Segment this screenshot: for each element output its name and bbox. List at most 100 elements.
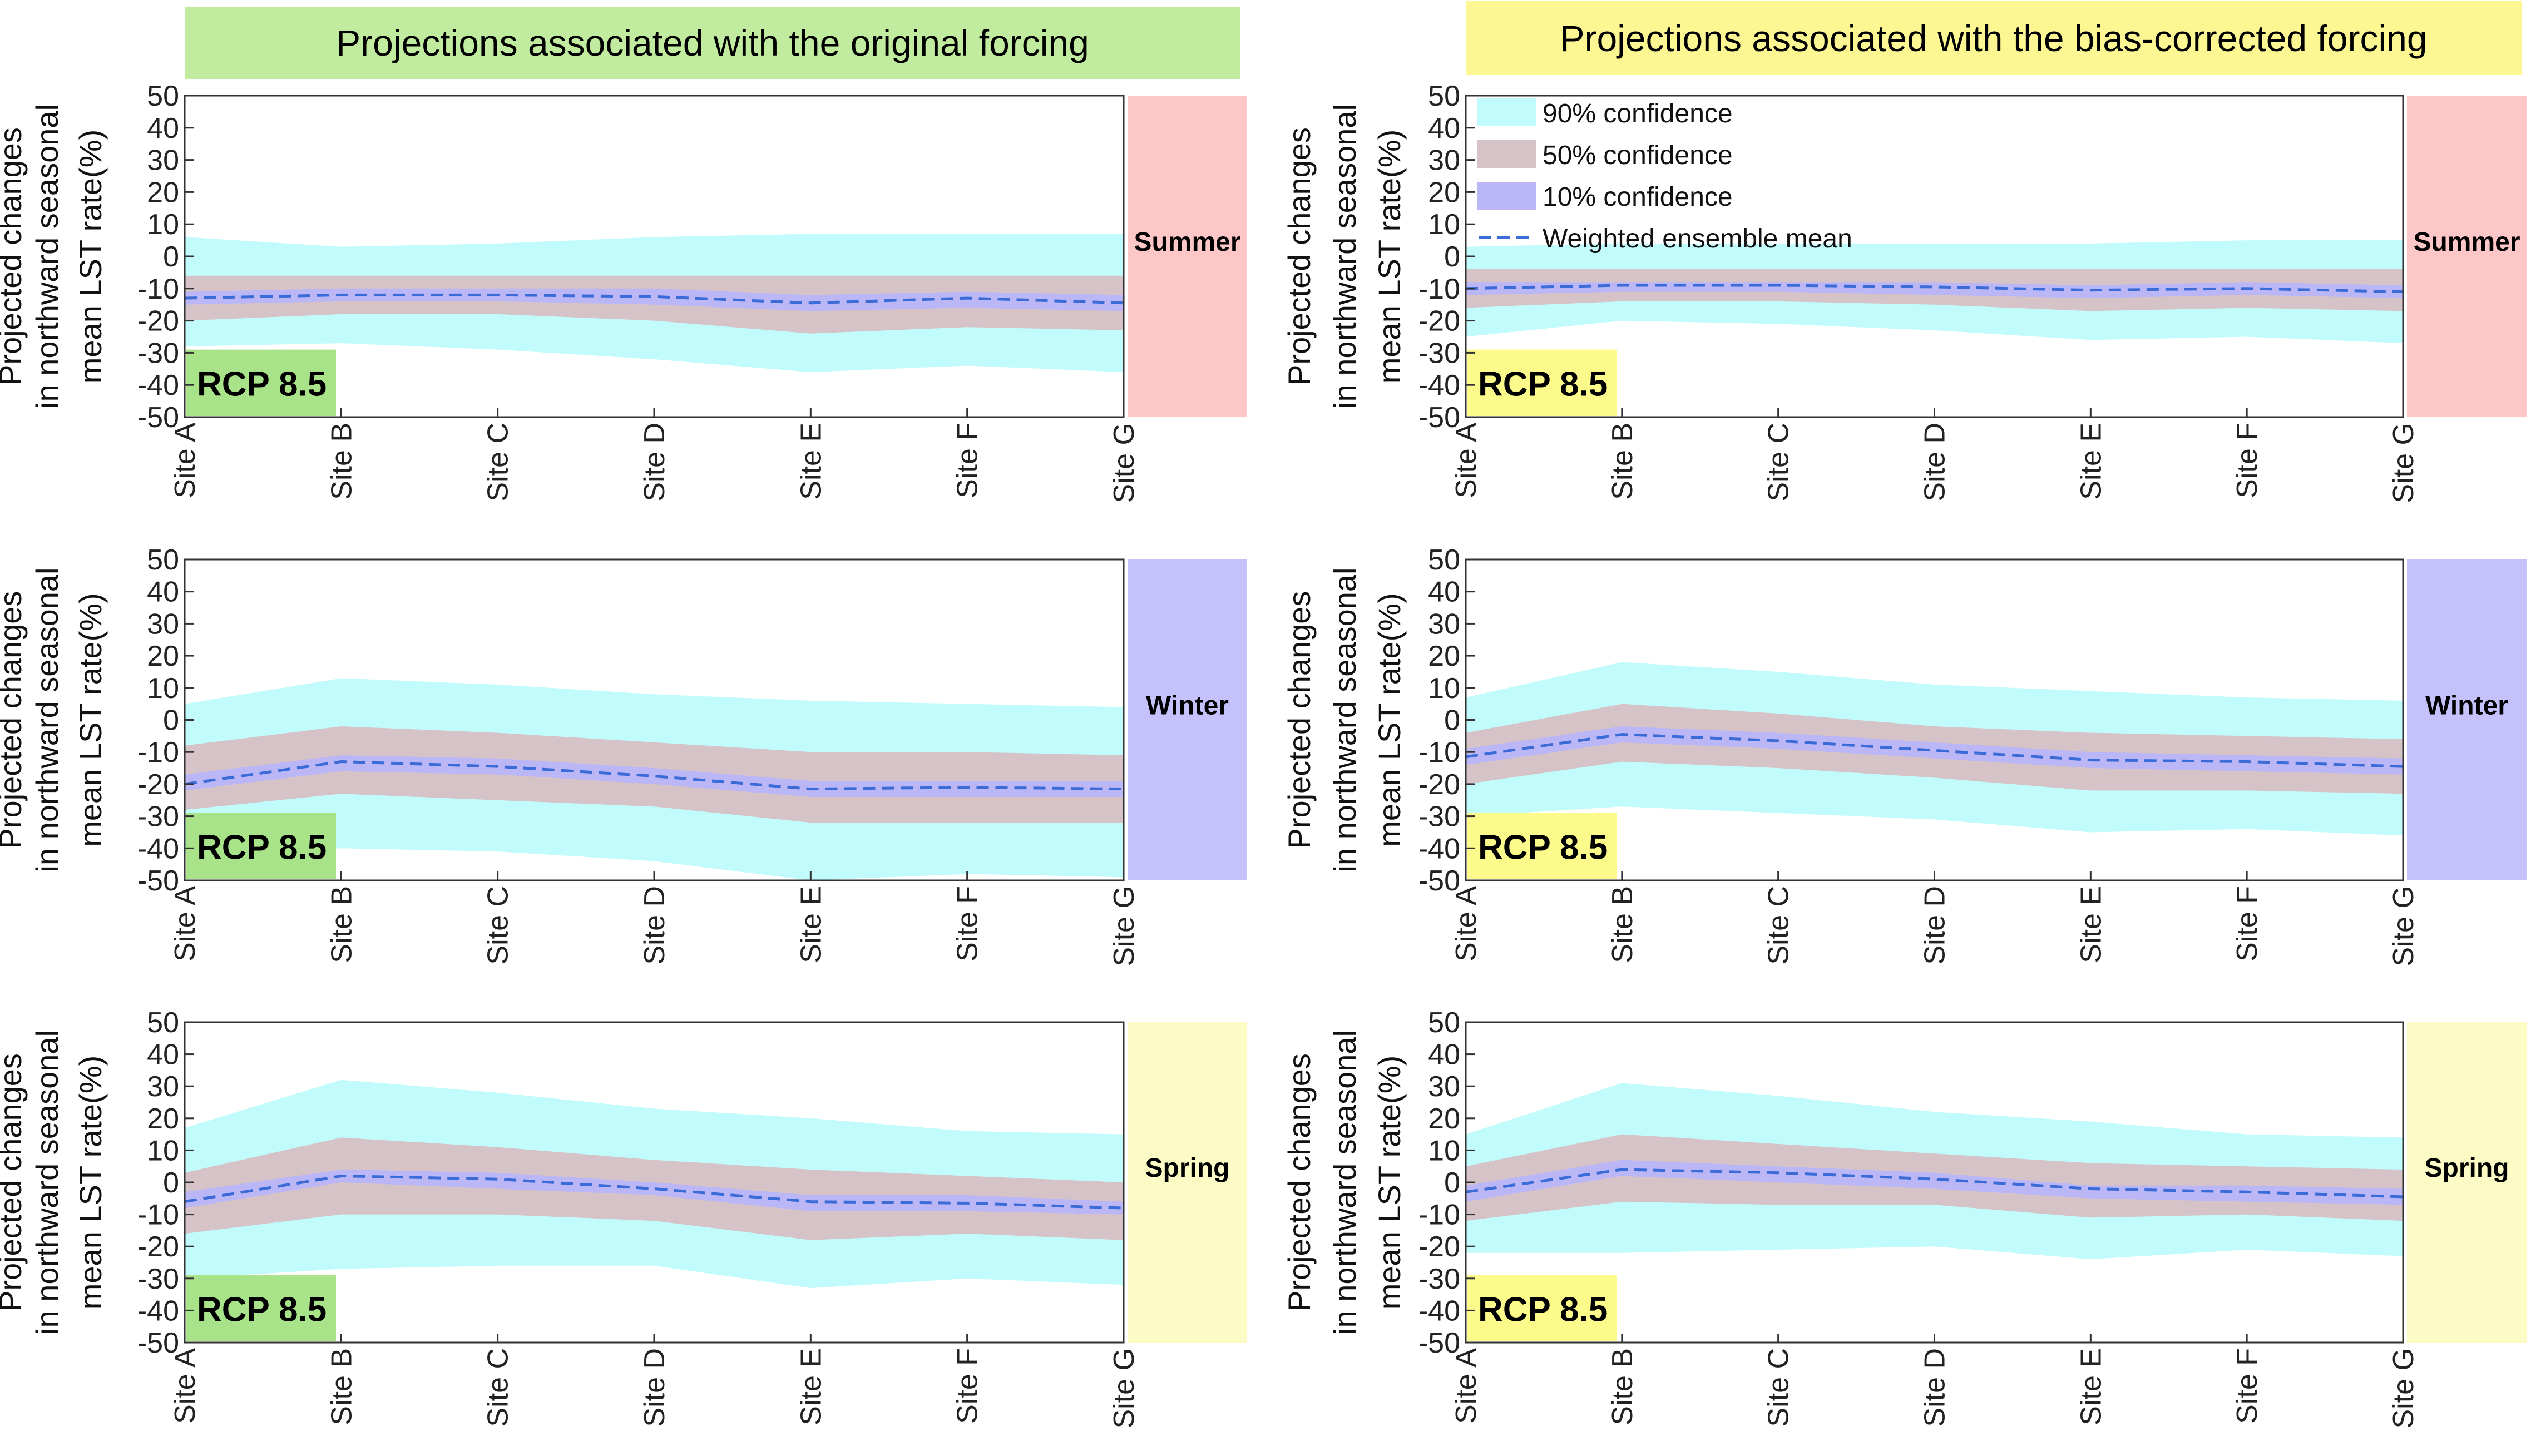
- orig-summer-season-panel: [1128, 96, 1247, 417]
- orig-winter-band-10: [185, 755, 1124, 797]
- orig-spring-xtick-label: Site D: [639, 1348, 671, 1427]
- bias-spring-ylabel-line: mean LST rate(%): [1372, 1056, 1407, 1309]
- orig-summer-xtick-label: Site C: [482, 423, 515, 502]
- bias-summer-xtick-label: Site A: [1450, 423, 1482, 498]
- orig-winter-ytick-label: 0: [163, 705, 179, 737]
- orig-spring-ytick-label: -40: [137, 1295, 179, 1327]
- orig-spring-mean-line: [184, 1174, 1124, 1210]
- bias-winter-ytick-label: -40: [1418, 833, 1460, 865]
- orig-summer-mean-line: [184, 293, 1124, 305]
- bias-summer-ytick-label: 40: [1428, 112, 1460, 145]
- bias-winter-xtick-label: Site E: [2075, 886, 2107, 963]
- bias-spring-ytick-label: -40: [1418, 1295, 1460, 1327]
- bias-spring-ytick-label: 20: [1428, 1103, 1460, 1135]
- orig-winter-ytick-label: 10: [147, 672, 179, 705]
- bias-spring-ytick-label: -10: [1418, 1199, 1460, 1231]
- orig-spring-xtick-label: Site E: [795, 1348, 827, 1425]
- bias-summer-ytick-label: 20: [1428, 176, 1460, 209]
- orig-summer-ytick-label: -10: [137, 273, 179, 305]
- bias-summer-xtick-label: Site F: [2231, 423, 2263, 498]
- orig-summer-ytick-label: 40: [147, 112, 179, 145]
- bias-winter-ytick-label: 0: [1444, 705, 1460, 737]
- orig-spring-xtick-label: Site G: [1108, 1348, 1140, 1429]
- bias-winter-xtick-label: Site A: [1450, 886, 1482, 962]
- bias-summer-ytick-label: 50: [1428, 80, 1460, 112]
- bias-spring-rcp-label: RCP 8.5: [1478, 1291, 1608, 1329]
- bias-spring-season-label: Spring: [2425, 1153, 2509, 1183]
- orig-summer-xtick-label: Site B: [325, 423, 358, 500]
- bias-winter-season-label: Winter: [2425, 691, 2508, 721]
- orig-spring-ytick-label: 20: [147, 1103, 179, 1135]
- bias-winter-xtick-label: Site C: [1763, 886, 1795, 965]
- orig-spring-season-panel: [1128, 1022, 1247, 1343]
- orig-summer-ylabel-line: in northward seasonal: [29, 104, 65, 409]
- orig-summer-ylabel-line: mean LST rate(%): [73, 130, 108, 383]
- bias-winter-ytick-label: -20: [1418, 769, 1460, 801]
- bias-summer-xtick-label: Site G: [2387, 423, 2420, 503]
- orig-spring-season-label: Spring: [1145, 1153, 1230, 1183]
- bias-spring-mean-line: [1465, 1168, 2404, 1199]
- bias-spring-ytick-label: -30: [1418, 1263, 1460, 1295]
- bias-winter-ytick-label: 50: [1428, 544, 1460, 576]
- bias-winter-xtick-label: Site B: [1606, 886, 1639, 963]
- legend-label: Weighted ensemble mean: [1543, 224, 1852, 254]
- legend-swatch-90: [1477, 98, 1536, 126]
- bias-winter-season-panel: [2407, 559, 2527, 880]
- bias-summer-rcp-box: [1467, 349, 1617, 416]
- orig-winter-xtick-label: Site A: [169, 886, 201, 962]
- bias-winter-ytick-label: -10: [1418, 736, 1460, 769]
- orig-spring-ytick-label: 40: [147, 1039, 179, 1071]
- legend-swatch-10: [1477, 182, 1536, 210]
- orig-spring-xtick-label: Site A: [169, 1348, 201, 1424]
- bias-spring-ytick-label: 30: [1428, 1071, 1460, 1103]
- bias-spring-ytick-label: 10: [1428, 1135, 1460, 1167]
- bias-summer-season-panel: [2407, 96, 2527, 417]
- orig-spring-xtick-label: Site B: [325, 1348, 358, 1425]
- bias-winter-xtick-label: Site F: [2231, 886, 2263, 962]
- bias-winter-ytick-label: -50: [1418, 865, 1460, 897]
- bias-summer-ytick-label: -10: [1418, 273, 1460, 305]
- orig-winter-ytick-label: -20: [137, 769, 179, 801]
- bias-spring-rcp-box: [1467, 1275, 1617, 1341]
- orig-winter-ytick-label: 30: [147, 608, 179, 640]
- orig-winter-ylabel-line: in northward seasonal: [29, 568, 65, 873]
- bias-summer-ytick-label: 30: [1428, 145, 1460, 177]
- orig-summer-season-label: Summer: [1134, 227, 1240, 257]
- bias-winter-ytick-label: 40: [1428, 576, 1460, 608]
- orig-summer-ytick-label: 10: [147, 209, 179, 241]
- bias-summer-xtick-label: Site B: [1606, 423, 1639, 500]
- orig-summer-rcp-box: [186, 349, 336, 416]
- orig-spring-ytick-label: -20: [137, 1231, 179, 1263]
- orig-spring-ytick-label: 10: [147, 1135, 179, 1167]
- orig-winter-xtick-label: Site F: [952, 886, 984, 962]
- orig-summer-rcp-label: RCP 8.5: [197, 365, 327, 403]
- bias-summer-mean-line: [1465, 284, 2404, 294]
- orig-winter-ytick-label: -30: [137, 801, 179, 833]
- orig-winter-mean-line: [184, 760, 1124, 791]
- orig-winter-ytick-label: 50: [147, 544, 179, 576]
- orig-winter-rcp-label: RCP 8.5: [197, 828, 327, 866]
- bias-spring-ytick-label: -50: [1418, 1327, 1460, 1359]
- bias-spring-season-panel: [2407, 1022, 2527, 1343]
- orig-spring-ytick-label: -10: [137, 1199, 179, 1231]
- bias-spring-xtick-label: Site G: [2387, 1348, 2420, 1429]
- orig-summer-ytick-label: 0: [163, 241, 179, 273]
- bias-winter-ytick-label: -30: [1418, 801, 1460, 833]
- orig-summer-ytick-label: -50: [137, 402, 179, 434]
- bias-spring-xtick-label: Site D: [1919, 1348, 1951, 1427]
- orig-winter-ytick-label: -40: [137, 833, 179, 865]
- bias-summer-ytick-label: -30: [1418, 337, 1460, 369]
- orig-summer-xtick-label: Site F: [952, 423, 984, 498]
- orig-summer-xtick-label: Site A: [169, 423, 201, 498]
- bias-winter-rcp-box: [1467, 813, 1617, 879]
- bias-summer-rcp-label: RCP 8.5: [1478, 365, 1608, 403]
- orig-winter-ylabel-line: Projected changes: [0, 591, 28, 849]
- orig-spring-ytick-label: -50: [137, 1327, 179, 1359]
- orig-summer-ytick-label: 50: [147, 80, 179, 112]
- bias-winter-ylabel-line: Projected changes: [1282, 591, 1317, 849]
- bias-spring-ytick-label: 50: [1428, 1007, 1460, 1039]
- bias-summer-ytick-label: 0: [1444, 241, 1460, 273]
- bias-winter-ylabel-line: in northward seasonal: [1327, 568, 1362, 873]
- orig-spring-xtick-label: Site C: [482, 1348, 515, 1427]
